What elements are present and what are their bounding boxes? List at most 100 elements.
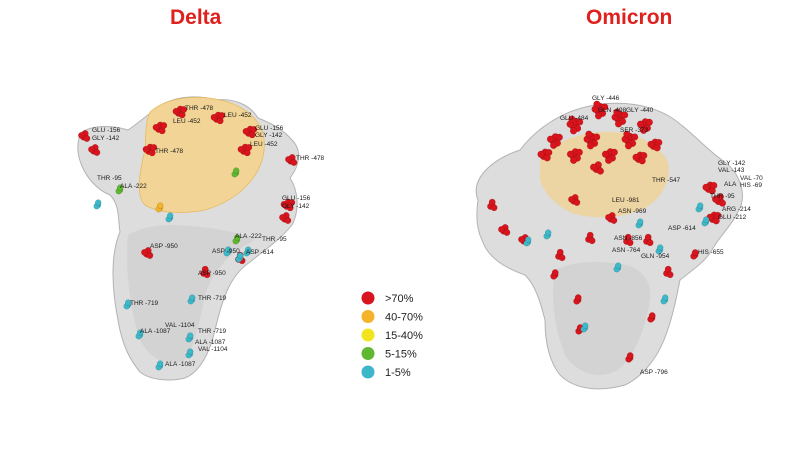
mutation-dot bbox=[626, 239, 634, 247]
residue-label: ASP -950 bbox=[198, 270, 226, 277]
mutation-dot bbox=[186, 348, 194, 355]
mutation-dot bbox=[657, 244, 664, 251]
mutation-dot bbox=[697, 202, 704, 209]
legend-label: 40-70% bbox=[385, 312, 423, 324]
residue-label: THR -478 bbox=[296, 155, 325, 162]
mutation-dot bbox=[237, 145, 245, 153]
residue-label: THR -719 bbox=[198, 328, 227, 335]
mutation-dot bbox=[546, 135, 555, 143]
residue-label: VAL -1104 bbox=[165, 322, 195, 329]
mutation-dot bbox=[610, 148, 618, 156]
mutation-dot bbox=[568, 115, 576, 123]
mutation-dot bbox=[594, 112, 603, 120]
legend-swatch bbox=[361, 347, 375, 360]
mutation-dot bbox=[568, 195, 575, 203]
delta-mutation-dots bbox=[78, 105, 298, 371]
mutation-dot bbox=[203, 271, 211, 279]
mutation-dot bbox=[569, 156, 578, 165]
residue-label: ALA -1087 bbox=[140, 328, 171, 335]
mutation-dot bbox=[604, 156, 613, 165]
legend-swatch bbox=[361, 291, 375, 305]
residue-label: GLU -156 bbox=[282, 195, 311, 202]
mutation-dot bbox=[623, 130, 631, 138]
mutation-dot bbox=[290, 159, 298, 166]
residue-label: LEU -452 bbox=[173, 118, 201, 125]
residue-label: ASN -969 bbox=[618, 208, 647, 215]
delta-rbd-region bbox=[138, 96, 265, 213]
mutation-dot bbox=[615, 262, 622, 269]
mutation-dot bbox=[136, 329, 144, 336]
residue-label: THR -478 bbox=[155, 148, 184, 155]
mutation-dot bbox=[703, 216, 710, 223]
mutation-dot bbox=[94, 199, 102, 206]
mutation-dot bbox=[624, 142, 633, 150]
residue-label: VAL -70 bbox=[740, 175, 763, 182]
mutation-dot bbox=[150, 144, 158, 151]
mutation-dot bbox=[545, 148, 553, 157]
mutation-dot bbox=[613, 108, 621, 116]
mutation-dot bbox=[575, 148, 583, 156]
residue-label: VAL -1104 bbox=[198, 346, 228, 353]
mutation-dot bbox=[503, 229, 511, 236]
residue-label: VAL -143 bbox=[718, 167, 745, 174]
mutation-dot bbox=[637, 218, 644, 225]
mutation-dot bbox=[586, 142, 595, 150]
mutation-dot bbox=[655, 138, 663, 147]
mutation-dot bbox=[156, 202, 164, 209]
residue-label: SER -373 bbox=[620, 127, 649, 134]
legend-swatch bbox=[361, 310, 375, 323]
mutation-dot bbox=[569, 127, 578, 135]
mutation-dot bbox=[284, 217, 292, 224]
residue-label: GLU -212 bbox=[718, 214, 747, 221]
mutation-dot bbox=[152, 123, 160, 131]
residue-label: GLY -440 bbox=[626, 107, 654, 114]
mutation-dot bbox=[582, 322, 589, 329]
mutation-dot bbox=[146, 252, 154, 259]
mutation-dot bbox=[210, 113, 218, 121]
residue-label: ALA -1087 bbox=[165, 361, 196, 368]
mutation-dot bbox=[666, 271, 674, 279]
frequency-legend: >70% 40-70% 15-40% 5-15% 1-5% bbox=[361, 291, 423, 379]
mutation-dot bbox=[188, 294, 196, 301]
mutation-dot bbox=[88, 145, 95, 153]
mutation-dot bbox=[186, 332, 194, 339]
omicron-structure: GLY -446 GLN -498 GLY -440 GLU -484 SER -373… bbox=[475, 95, 763, 390]
legend-swatch bbox=[361, 328, 375, 342]
mutation-dot bbox=[280, 200, 288, 208]
legend-label: 15-40% bbox=[385, 330, 423, 342]
mutation-dot bbox=[498, 225, 505, 233]
residue-label: GLN -498 bbox=[598, 107, 627, 114]
residue-label: GLY -142 bbox=[255, 132, 283, 139]
residue-label: THR -95 bbox=[97, 175, 122, 182]
mutation-dot bbox=[250, 126, 258, 133]
residue-label: THR -547 bbox=[652, 177, 681, 184]
residue-label: GLY -142 bbox=[282, 203, 310, 210]
mutation-dot bbox=[691, 249, 699, 257]
mutation-dot bbox=[124, 299, 132, 306]
legend-label: 1-5% bbox=[385, 367, 411, 379]
omicron-protein-inner bbox=[553, 261, 651, 375]
mutation-dot bbox=[141, 248, 148, 256]
mutation-dot bbox=[566, 150, 575, 158]
residue-label: HIS -69 bbox=[740, 182, 762, 189]
mutation-dot bbox=[172, 107, 180, 115]
mutation-dot bbox=[116, 184, 124, 191]
residue-label: GLU -156 bbox=[92, 127, 121, 134]
mutation-dot bbox=[518, 235, 525, 243]
residue-label: GLY -446 bbox=[592, 95, 620, 102]
residue-label: THR -719 bbox=[198, 295, 227, 302]
mutation-dot bbox=[601, 103, 609, 111]
mutation-dot bbox=[593, 133, 601, 141]
mutation-dot bbox=[549, 141, 558, 150]
residue-label: LEU -452 bbox=[224, 112, 252, 119]
mutation-dot bbox=[662, 294, 669, 301]
residue-label: ASN -856 bbox=[614, 235, 643, 242]
delta-title: Delta bbox=[170, 6, 222, 29]
mutation-dot bbox=[242, 127, 250, 135]
residue-label: ASP -614 bbox=[246, 249, 274, 256]
mutation-dot bbox=[78, 131, 85, 139]
residue-label: GLN -954 bbox=[641, 253, 670, 260]
mutation-dot bbox=[537, 150, 545, 158]
mutation-dot bbox=[490, 204, 498, 212]
